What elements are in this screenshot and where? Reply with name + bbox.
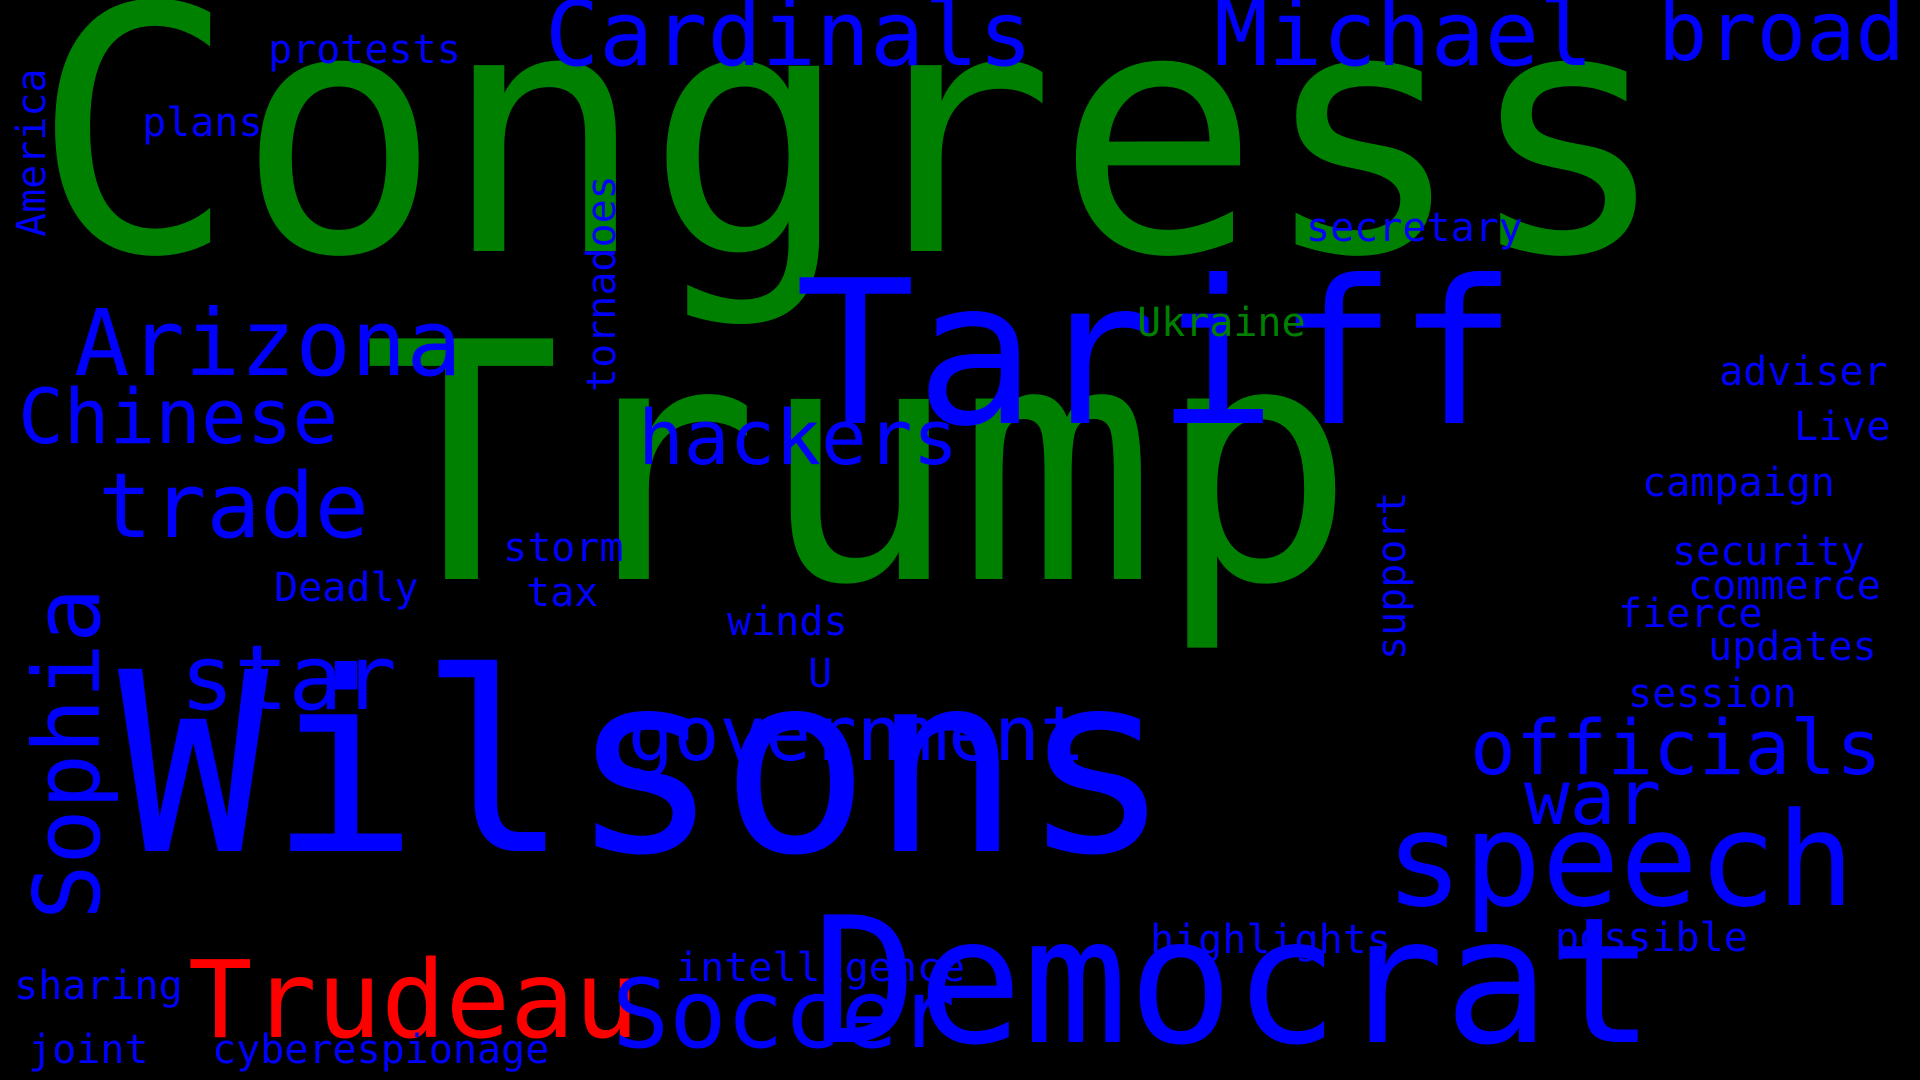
word-cyberespionage: cyberespionage: [212, 1027, 550, 1073]
word-democrat: Democrat: [812, 881, 1655, 1080]
word-sophia: Sophia: [14, 587, 121, 920]
word-speech: speech: [1385, 784, 1855, 936]
word-sharing: sharing: [14, 963, 183, 1009]
word-u: U: [808, 651, 833, 697]
word-war: war: [1524, 753, 1662, 842]
word-possible: possible: [1555, 915, 1748, 961]
word-updates: updates: [1708, 624, 1877, 670]
word-cardinals: Cardinals: [545, 0, 1033, 87]
word-trudeau: Trudeau: [188, 939, 639, 1063]
word-congress: Congress: [32, 0, 1670, 332]
word-trump: Trump: [362, 273, 1356, 657]
word-deadly: Deadly: [274, 565, 419, 611]
word-wilsons: Wilsons: [118, 619, 1172, 910]
word-hackers: hackers: [638, 393, 959, 482]
word-tariff: Tariff: [795, 238, 1518, 471]
word-highlights: highlights: [1150, 917, 1391, 963]
word-winds: winds: [727, 599, 848, 645]
word-campaign: campaign: [1642, 460, 1835, 506]
word-government: government: [628, 689, 1086, 778]
word-protests: protests: [268, 27, 461, 73]
word-intelligence: intelligence: [676, 945, 965, 991]
word-ukraine: Ukraine: [1137, 300, 1306, 346]
word-america: America: [9, 68, 55, 237]
word-officials: officials: [1470, 703, 1882, 792]
word-storm: storm: [503, 525, 624, 571]
word-secretary: secretary: [1306, 205, 1523, 251]
word-fierce: fierce: [1618, 591, 1763, 637]
word-joint: joint: [28, 1027, 149, 1073]
word-security: security: [1672, 529, 1865, 575]
word-trade: trade: [98, 454, 369, 559]
word-live: Live: [1794, 404, 1891, 450]
word-tax: tax: [526, 570, 599, 616]
word-tornadoes: tornadoes: [579, 175, 625, 392]
word-star: star: [180, 626, 397, 731]
word-plans: plans: [142, 100, 263, 146]
word-adviser: adviser: [1719, 349, 1888, 395]
word-support: support: [1369, 491, 1415, 660]
word-chinese: Chinese: [18, 372, 339, 461]
word-commerce: commerce: [1688, 563, 1881, 609]
word-soccer: Soccer: [612, 960, 956, 1070]
word-michael: Michael: [1214, 0, 1594, 87]
word-arizona: Arizona: [74, 290, 462, 397]
word-session: session: [1628, 671, 1797, 717]
word-broad: broad: [1658, 0, 1905, 80]
